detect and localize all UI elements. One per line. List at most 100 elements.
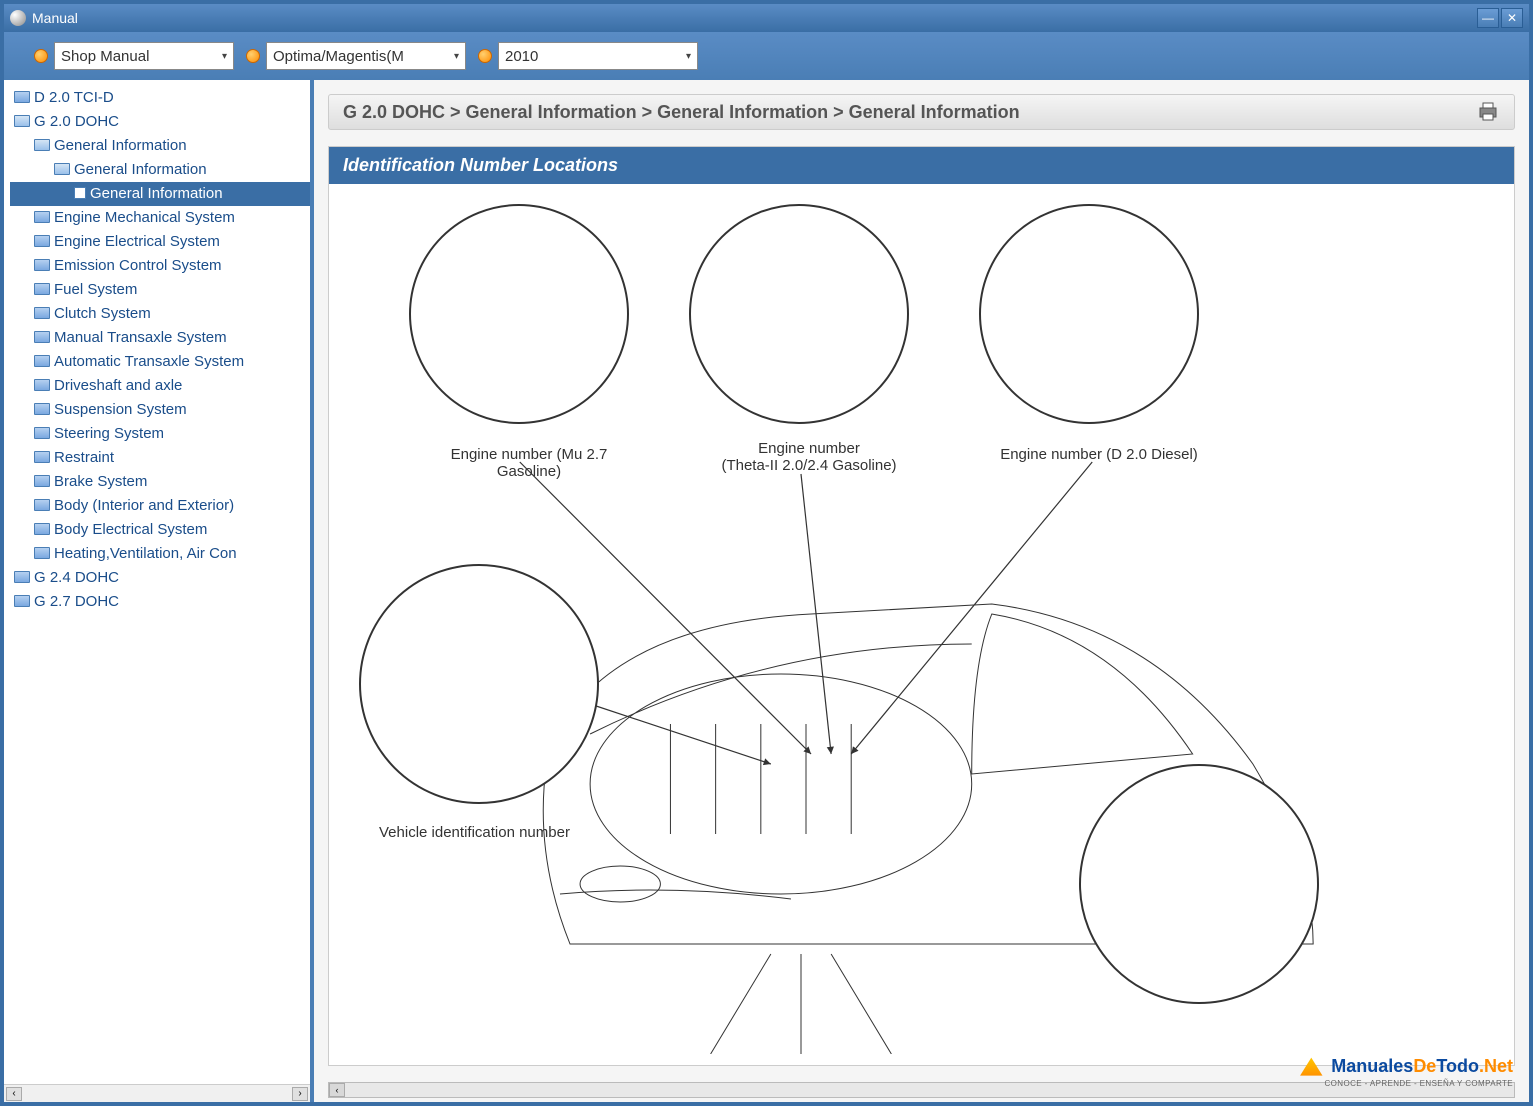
tree-node-label: General Information (74, 161, 207, 178)
diagram-area: Engine number (Mu 2.7 Gasoline) Engine nu… (329, 184, 1514, 1054)
section-header: Identification Number Locations (329, 147, 1514, 184)
tree-node[interactable]: Heating,Ventilation, Air Con (10, 542, 310, 566)
tree-node-label: Automatic Transaxle System (54, 353, 244, 370)
detail-label: Vehicle identification number (379, 824, 639, 841)
tree-node[interactable]: G 2.4 DOHC (10, 566, 310, 590)
tree-node[interactable]: Body (Interior and Exterior) (10, 494, 310, 518)
sidebar-horizontal-scrollbar[interactable]: ‹ › (4, 1084, 310, 1102)
chevron-down-icon: ▾ (222, 51, 227, 62)
print-button[interactable] (1476, 102, 1500, 122)
folder-icon (34, 499, 50, 511)
watermark-brand-1: Manuales (1331, 1056, 1413, 1076)
tree-node[interactable]: G 2.0 DOHC (10, 110, 310, 134)
detail-diagram-circle (359, 564, 599, 804)
tree-node-label: Heating,Ventilation, Air Con (54, 545, 237, 562)
chevron-down-icon: ▾ (454, 51, 459, 62)
chevron-down-icon: ▾ (686, 51, 691, 62)
tree-node-label: G 2.7 DOHC (34, 593, 119, 610)
tree-node[interactable]: General Information (10, 182, 310, 206)
engine-diagram-circle (409, 204, 629, 424)
content-pane: G 2.0 DOHC > General Information > Gener… (314, 80, 1529, 1102)
tree-node-label: Fuel System (54, 281, 137, 298)
bullet-icon (34, 49, 48, 63)
vehicle-model-value: Optima/Magentis(M (273, 48, 448, 65)
close-button[interactable]: ✕ (1501, 8, 1523, 28)
tree-node-label: Suspension System (54, 401, 187, 418)
tree-node[interactable]: Brake System (10, 470, 310, 494)
engine-diagram-circle (979, 204, 1199, 424)
bullet-icon (478, 49, 492, 63)
engine-label: Engine number (Mu 2.7 Gasoline) (419, 446, 639, 480)
minimize-button[interactable]: — (1477, 8, 1499, 28)
folder-icon (34, 211, 50, 223)
page-icon (74, 187, 86, 199)
tree-node-label: Body Electrical System (54, 521, 207, 538)
scroll-left-button[interactable]: ‹ (6, 1087, 22, 1101)
tree-node-label: D 2.0 TCI-D (34, 89, 114, 106)
tree-node[interactable]: G 2.7 DOHC (10, 590, 310, 614)
folder-icon (34, 403, 50, 415)
toolbar-group-manual: Shop Manual ▾ (34, 42, 234, 70)
folder-open-icon (54, 163, 70, 175)
tree-node[interactable]: Clutch System (10, 302, 310, 326)
tree-node-label: Restraint (54, 449, 114, 466)
tree-node-label: Engine Electrical System (54, 233, 220, 250)
tree-node[interactable]: Emission Control System (10, 254, 310, 278)
bullet-icon (246, 49, 260, 63)
tree-node[interactable]: Restraint (10, 446, 310, 470)
tree-node[interactable]: Steering System (10, 422, 310, 446)
toolbar: Shop Manual ▾ Optima/Magentis(M ▾ 2010 ▾ (4, 32, 1529, 80)
tree-node[interactable]: Body Electrical System (10, 518, 310, 542)
folder-icon (34, 451, 50, 463)
scroll-left-button[interactable]: ‹ (329, 1083, 345, 1097)
tree-node[interactable]: Engine Mechanical System (10, 206, 310, 230)
tree-node-label: General Information (90, 185, 223, 202)
folder-icon (34, 523, 50, 535)
engine-label: Engine number (D 2.0 Diesel) (989, 446, 1209, 463)
toolbar-group-model: Optima/Magentis(M ▾ (246, 42, 466, 70)
tree-node[interactable]: Driveshaft and axle (10, 374, 310, 398)
printer-icon (1476, 102, 1500, 122)
document-panel: Identification Number Locations Engine n… (328, 146, 1515, 1066)
tree-node[interactable]: General Information (10, 134, 310, 158)
watermark-icon (1297, 1054, 1325, 1078)
engine-diagram-circle (689, 204, 909, 424)
navigation-tree: D 2.0 TCI-D G 2.0 DOHC General Information… (4, 80, 310, 1084)
folder-icon (34, 235, 50, 247)
tree-node[interactable]: Engine Electrical System (10, 230, 310, 254)
tree-node-label: Driveshaft and axle (54, 377, 182, 394)
window-title: Manual (32, 10, 1477, 26)
app-icon (10, 10, 26, 26)
toolbar-group-year: 2010 ▾ (478, 42, 698, 70)
scroll-right-button[interactable]: › (292, 1087, 308, 1101)
tree-node-label: Body (Interior and Exterior) (54, 497, 234, 514)
tree-node[interactable]: Manual Transaxle System (10, 326, 310, 350)
vehicle-model-dropdown[interactable]: Optima/Magentis(M ▾ (266, 42, 466, 70)
tree-node[interactable]: Automatic Transaxle System (10, 350, 310, 374)
folder-icon (34, 379, 50, 391)
folder-icon (34, 283, 50, 295)
folder-icon (34, 427, 50, 439)
watermark-tagline: CONOCE - APRENDE - ENSEÑA Y COMPARTE (1324, 1079, 1513, 1088)
tree-node[interactable]: Fuel System (10, 278, 310, 302)
folder-open-icon (34, 139, 50, 151)
app-window: Manual — ✕ Shop Manual ▾ Optima/Magentis… (0, 0, 1533, 1106)
breadcrumb: G 2.0 DOHC > General Information > Gener… (343, 102, 1476, 123)
window-control-group: — ✕ (1477, 8, 1523, 28)
folder-icon (34, 475, 50, 487)
tree-node[interactable]: D 2.0 TCI-D (10, 86, 310, 110)
tree-node-label: G 2.4 DOHC (34, 569, 119, 586)
engine-label: Engine number(Theta-II 2.0/2.4 Gasoline) (699, 440, 919, 474)
folder-icon (34, 355, 50, 367)
folder-icon (34, 307, 50, 319)
tree-node[interactable]: General Information (10, 158, 310, 182)
watermark-brand-2: De (1413, 1056, 1436, 1076)
folder-icon (34, 547, 50, 559)
tree-node-label: Emission Control System (54, 257, 222, 274)
folder-open-icon (14, 115, 30, 127)
manual-type-dropdown[interactable]: Shop Manual ▾ (54, 42, 234, 70)
vehicle-year-dropdown[interactable]: 2010 ▾ (498, 42, 698, 70)
tree-node[interactable]: Suspension System (10, 398, 310, 422)
tree-node-label: G 2.0 DOHC (34, 113, 119, 130)
detail-diagram-circle (1079, 764, 1319, 1004)
